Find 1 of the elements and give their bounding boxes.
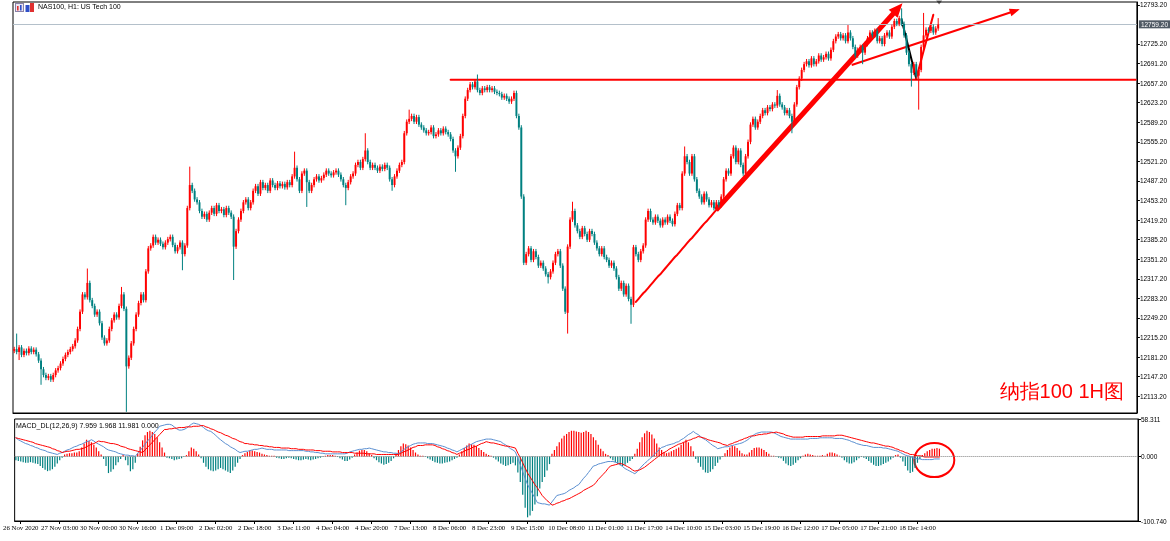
annotation: 纳指100 1H图 — [999, 380, 1125, 402]
